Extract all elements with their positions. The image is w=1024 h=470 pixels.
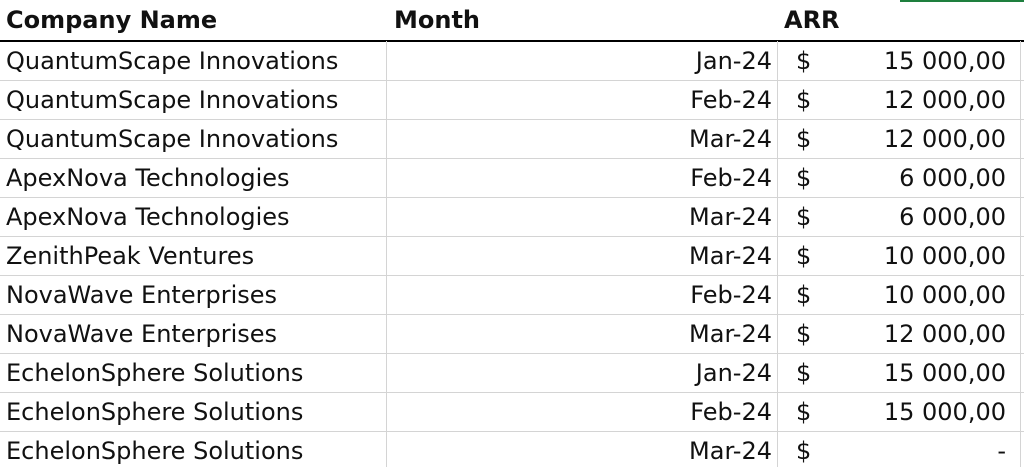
company-cell[interactable]: EchelonSphere Solutions <box>6 437 304 465</box>
month-cell[interactable]: Feb-24 <box>690 398 772 426</box>
table-row: ApexNova Technologies Feb-24 $ 6 000,00 <box>0 159 1024 198</box>
company-cell[interactable]: ApexNova Technologies <box>6 203 290 231</box>
month-cell[interactable]: Feb-24 <box>690 281 772 309</box>
arr-cell[interactable]: 12 000,00 <box>883 320 1006 348</box>
column-divider <box>1020 41 1021 467</box>
arr-cell[interactable]: 15 000,00 <box>883 47 1006 75</box>
month-cell[interactable]: Mar-24 <box>689 437 772 465</box>
table-row: EchelonSphere Solutions Feb-24 $ 15 000,… <box>0 393 1024 432</box>
company-cell[interactable]: EchelonSphere Solutions <box>6 398 304 426</box>
table-row: NovaWave Enterprises Feb-24 $ 10 000,00 <box>0 276 1024 315</box>
currency-symbol: $ <box>796 359 812 387</box>
currency-symbol: $ <box>796 398 812 426</box>
arr-cell[interactable]: 10 000,00 <box>883 281 1006 309</box>
month-cell[interactable]: Mar-24 <box>689 242 772 270</box>
header-row: Company Name Month ARR <box>0 0 1024 42</box>
table-row: EchelonSphere Solutions Mar-24 $ - <box>0 432 1024 470</box>
table-row: QuantumScape Innovations Jan-24 $ 15 000… <box>0 42 1024 81</box>
arr-cell[interactable]: 6 000,00 <box>899 164 1006 192</box>
company-cell[interactable]: ZenithPeak Ventures <box>6 242 255 270</box>
table-body: QuantumScape Innovations Jan-24 $ 15 000… <box>0 42 1024 470</box>
company-cell[interactable]: QuantumScape Innovations <box>6 86 339 114</box>
arr-cell[interactable]: - <box>997 437 1006 465</box>
company-cell[interactable]: NovaWave Enterprises <box>6 320 278 348</box>
month-cell[interactable]: Jan-24 <box>695 47 772 75</box>
company-cell[interactable]: QuantumScape Innovations <box>6 47 339 75</box>
table-row: QuantumScape Innovations Feb-24 $ 12 000… <box>0 81 1024 120</box>
currency-symbol: $ <box>796 47 812 75</box>
arr-cell[interactable]: 10 000,00 <box>883 242 1006 270</box>
selection-indicator <box>900 0 1024 2</box>
currency-symbol: $ <box>796 86 812 114</box>
company-cell[interactable]: EchelonSphere Solutions <box>6 359 304 387</box>
table-row: ApexNova Technologies Mar-24 $ 6 000,00 <box>0 198 1024 237</box>
table-row: EchelonSphere Solutions Jan-24 $ 15 000,… <box>0 354 1024 393</box>
month-cell[interactable]: Feb-24 <box>690 86 772 114</box>
column-divider <box>777 41 778 467</box>
currency-symbol: $ <box>796 320 812 348</box>
currency-symbol: $ <box>796 125 812 153</box>
arr-cell[interactable]: 6 000,00 <box>899 203 1006 231</box>
currency-symbol: $ <box>796 203 812 231</box>
month-cell[interactable]: Jan-24 <box>695 359 772 387</box>
arr-cell[interactable]: 12 000,00 <box>883 125 1006 153</box>
company-cell[interactable]: QuantumScape Innovations <box>6 125 339 153</box>
arr-cell[interactable]: 15 000,00 <box>883 359 1006 387</box>
month-cell[interactable]: Mar-24 <box>689 203 772 231</box>
currency-symbol: $ <box>796 164 812 192</box>
month-cell[interactable]: Feb-24 <box>690 164 772 192</box>
arr-cell[interactable]: 12 000,00 <box>883 86 1006 114</box>
column-divider <box>386 41 387 467</box>
header-company-name[interactable]: Company Name <box>6 6 218 34</box>
company-cell[interactable]: NovaWave Enterprises <box>6 281 278 309</box>
table-row: NovaWave Enterprises Mar-24 $ 12 000,00 <box>0 315 1024 354</box>
currency-symbol: $ <box>796 242 812 270</box>
company-cell[interactable]: ApexNova Technologies <box>6 164 290 192</box>
currency-symbol: $ <box>796 281 812 309</box>
table-row: QuantumScape Innovations Mar-24 $ 12 000… <box>0 120 1024 159</box>
arr-cell[interactable]: 15 000,00 <box>883 398 1006 426</box>
header-arr[interactable]: ARR <box>784 6 840 34</box>
table-row: ZenithPeak Ventures Mar-24 $ 10 000,00 <box>0 237 1024 276</box>
month-cell[interactable]: Mar-24 <box>689 320 772 348</box>
header-month[interactable]: Month <box>394 6 481 34</box>
currency-symbol: $ <box>796 437 812 465</box>
month-cell[interactable]: Mar-24 <box>689 125 772 153</box>
